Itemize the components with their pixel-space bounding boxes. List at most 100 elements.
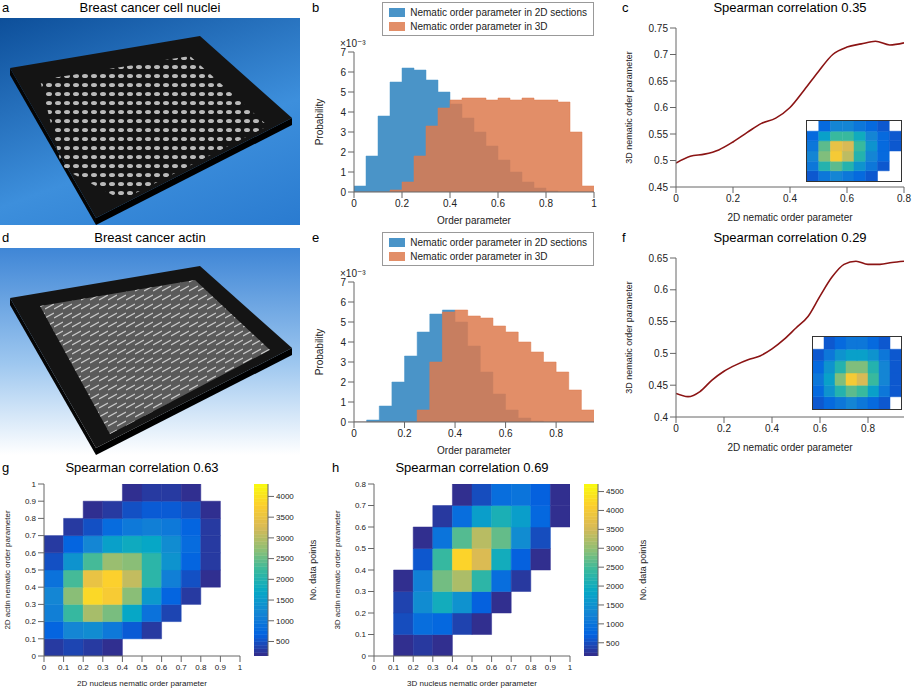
svg-text:0.6: 0.6 bbox=[654, 102, 668, 113]
svg-text:3000: 3000 bbox=[606, 544, 624, 553]
svg-text:2500: 2500 bbox=[276, 554, 294, 563]
svg-text:Order parameter: Order parameter bbox=[437, 445, 512, 456]
svg-text:0: 0 bbox=[673, 423, 679, 434]
svg-text:0.2: 0.2 bbox=[398, 428, 412, 439]
svg-text:0.3: 0.3 bbox=[355, 587, 367, 596]
svg-text:No. data points: No. data points bbox=[638, 539, 648, 600]
svg-text:0.9: 0.9 bbox=[25, 497, 37, 506]
svg-text:0.65: 0.65 bbox=[649, 76, 669, 87]
svg-text:0.3: 0.3 bbox=[427, 663, 439, 672]
svg-text:0.4: 0.4 bbox=[448, 428, 462, 439]
svg-text:0.6: 0.6 bbox=[355, 523, 367, 532]
svg-text:No. data points: No. data points bbox=[308, 539, 318, 600]
svg-text:0.4: 0.4 bbox=[117, 663, 129, 672]
svg-text:2D nucleus nematic order param: 2D nucleus nematic order parameter bbox=[77, 679, 207, 688]
svg-text:0.45: 0.45 bbox=[649, 380, 669, 391]
svg-text:3500: 3500 bbox=[276, 513, 294, 522]
svg-text:3000: 3000 bbox=[276, 534, 294, 543]
svg-text:0.75: 0.75 bbox=[649, 23, 669, 34]
svg-text:0.4: 0.4 bbox=[765, 423, 779, 434]
svg-text:0.6: 0.6 bbox=[25, 549, 37, 558]
svg-text:1000: 1000 bbox=[276, 617, 294, 626]
svg-text:0.6: 0.6 bbox=[499, 428, 513, 439]
svg-text:2000: 2000 bbox=[606, 582, 624, 591]
svg-text:1: 1 bbox=[340, 167, 346, 178]
svg-text:0.1: 0.1 bbox=[388, 663, 400, 672]
svg-text:0: 0 bbox=[351, 428, 357, 439]
svg-text:7: 7 bbox=[340, 47, 346, 58]
svg-text:500: 500 bbox=[276, 637, 290, 646]
svg-text:4000: 4000 bbox=[276, 492, 294, 501]
svg-text:0.2: 0.2 bbox=[726, 193, 740, 204]
svg-text:1: 1 bbox=[32, 480, 37, 489]
svg-text:0.6: 0.6 bbox=[486, 663, 498, 672]
svg-text:2D actin nematic order paramet: 2D actin nematic order parameter bbox=[3, 510, 12, 630]
svg-text:0.3: 0.3 bbox=[25, 600, 37, 609]
svg-text:0.5: 0.5 bbox=[25, 566, 37, 575]
svg-text:0.45: 0.45 bbox=[649, 182, 669, 193]
svg-text:0.2: 0.2 bbox=[25, 617, 37, 626]
svg-text:0: 0 bbox=[42, 663, 47, 672]
svg-text:0.7: 0.7 bbox=[25, 531, 37, 540]
svg-text:0.4: 0.4 bbox=[355, 566, 367, 575]
svg-text:1500: 1500 bbox=[276, 596, 294, 605]
svg-text:3: 3 bbox=[340, 357, 346, 368]
svg-text:0.55: 0.55 bbox=[649, 129, 669, 140]
svg-text:0.4: 0.4 bbox=[783, 193, 797, 204]
svg-text:1: 1 bbox=[568, 663, 573, 672]
svg-text:6: 6 bbox=[340, 297, 346, 308]
svg-text:1: 1 bbox=[591, 198, 597, 209]
svg-text:0.8: 0.8 bbox=[195, 663, 207, 672]
svg-text:0.3: 0.3 bbox=[97, 663, 109, 672]
svg-text:0.8: 0.8 bbox=[525, 663, 537, 672]
svg-text:3D nucleus nematic order param: 3D nucleus nematic order parameter bbox=[407, 679, 537, 688]
svg-text:0.1: 0.1 bbox=[355, 630, 367, 639]
svg-text:0.9: 0.9 bbox=[545, 663, 557, 672]
svg-text:0.5: 0.5 bbox=[466, 663, 478, 672]
svg-text:6: 6 bbox=[340, 67, 346, 78]
svg-text:0.1: 0.1 bbox=[25, 635, 37, 644]
svg-text:2D nematic order parameter: 2D nematic order parameter bbox=[727, 212, 853, 223]
svg-text:0.5: 0.5 bbox=[355, 544, 367, 553]
svg-text:2000: 2000 bbox=[276, 575, 294, 584]
svg-text:1000: 1000 bbox=[606, 620, 624, 629]
svg-text:0.8: 0.8 bbox=[539, 198, 553, 209]
svg-text:Probability: Probability bbox=[314, 99, 325, 146]
svg-text:0: 0 bbox=[362, 652, 367, 661]
svg-text:1: 1 bbox=[340, 397, 346, 408]
svg-text:0.4: 0.4 bbox=[447, 663, 459, 672]
svg-text:0.1: 0.1 bbox=[58, 663, 70, 672]
svg-text:0.4: 0.4 bbox=[443, 198, 457, 209]
svg-text:3D actin nematic order paramet: 3D actin nematic order parameter bbox=[333, 510, 342, 630]
svg-text:0.8: 0.8 bbox=[861, 423, 875, 434]
svg-text:2500: 2500 bbox=[606, 563, 624, 572]
svg-text:0.7: 0.7 bbox=[355, 501, 367, 510]
svg-text:0.6: 0.6 bbox=[840, 193, 854, 204]
svg-text:3D nematic order parameter: 3D nematic order parameter bbox=[624, 281, 634, 394]
svg-text:3500: 3500 bbox=[606, 525, 624, 534]
svg-text:0.2: 0.2 bbox=[395, 198, 409, 209]
svg-text:Probability: Probability bbox=[314, 329, 325, 376]
svg-text:0: 0 bbox=[340, 187, 346, 198]
svg-text:0: 0 bbox=[340, 417, 346, 428]
svg-text:0.2: 0.2 bbox=[717, 423, 731, 434]
svg-text:0.65: 0.65 bbox=[649, 253, 669, 264]
svg-text:5: 5 bbox=[340, 87, 346, 98]
svg-text:500: 500 bbox=[606, 639, 620, 648]
svg-text:0: 0 bbox=[673, 193, 679, 204]
svg-text:4: 4 bbox=[340, 337, 346, 348]
svg-text:0.8: 0.8 bbox=[355, 480, 367, 489]
svg-text:0.9: 0.9 bbox=[215, 663, 227, 672]
svg-text:0.6: 0.6 bbox=[813, 423, 827, 434]
svg-text:2D nematic order parameter: 2D nematic order parameter bbox=[727, 442, 853, 453]
svg-text:0.7: 0.7 bbox=[176, 663, 188, 672]
svg-text:0.2: 0.2 bbox=[355, 609, 367, 618]
svg-text:0.7: 0.7 bbox=[506, 663, 518, 672]
svg-text:0: 0 bbox=[372, 663, 377, 672]
svg-text:0: 0 bbox=[351, 198, 357, 209]
svg-text:0.5: 0.5 bbox=[136, 663, 148, 672]
svg-text:1500: 1500 bbox=[606, 601, 624, 610]
svg-text:0.4: 0.4 bbox=[25, 583, 37, 592]
svg-text:0.8: 0.8 bbox=[25, 514, 37, 523]
svg-text:2: 2 bbox=[340, 377, 346, 388]
